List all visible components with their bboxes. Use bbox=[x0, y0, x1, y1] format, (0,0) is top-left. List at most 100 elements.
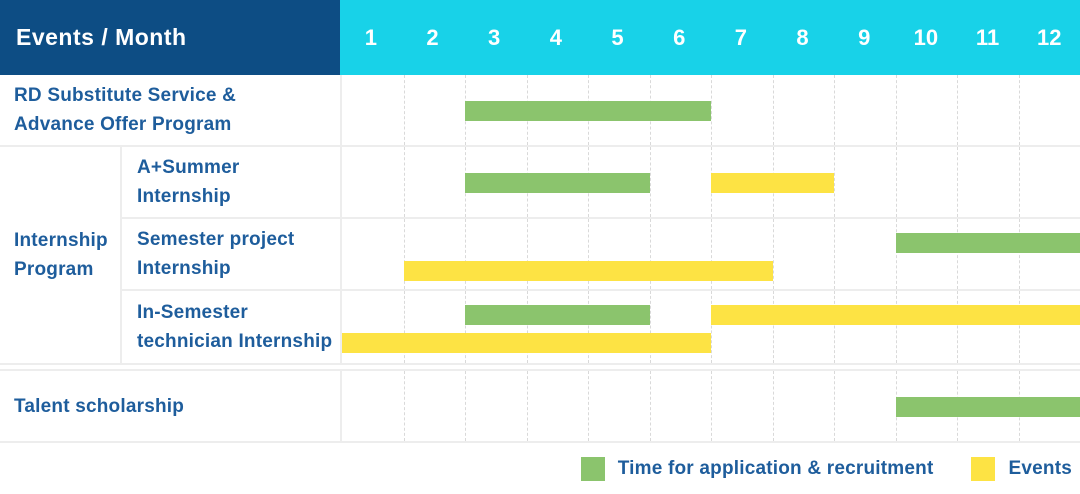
row-label-line: A+Summer bbox=[137, 157, 240, 178]
month-gridline bbox=[711, 371, 712, 441]
schedule-row: In-Semester technician Internship bbox=[122, 291, 1080, 363]
month-gridline bbox=[895, 75, 897, 145]
month-header-2: 2 bbox=[426, 24, 439, 50]
month-header-8: 8 bbox=[796, 24, 809, 50]
table-header: Events / Month 1 2 3 4 5 6 7 8 9 10 11 12 bbox=[0, 0, 1080, 75]
schedule-row: RD Substitute Service & Advance Offer Pro… bbox=[0, 75, 1080, 147]
row-label: Talent scholarship bbox=[0, 371, 340, 441]
month-gridline bbox=[834, 219, 835, 289]
month-header-12: 12 bbox=[1036, 24, 1062, 50]
row-label: A+Summer Internship bbox=[122, 147, 340, 217]
month-grid bbox=[340, 219, 1080, 289]
month-header-10: 10 bbox=[913, 24, 939, 50]
month-gridline bbox=[957, 75, 958, 145]
month-gridline bbox=[1018, 219, 1020, 289]
month-grid bbox=[340, 75, 1080, 145]
month-gridline bbox=[526, 291, 528, 363]
legend-item: Time for application & recruitment bbox=[580, 457, 934, 481]
table-body: RD Substitute Service & Advance Offer Pro… bbox=[0, 75, 1080, 443]
month-gridline bbox=[465, 291, 466, 363]
bar-green-m3-5 bbox=[465, 305, 650, 325]
month-gridline bbox=[649, 291, 651, 363]
group-label: Internship Program bbox=[0, 147, 120, 363]
legend: Time for application & recruitment Events bbox=[0, 443, 1080, 494]
month-gridline bbox=[957, 291, 958, 363]
month-grid bbox=[340, 371, 1080, 441]
month-gridline bbox=[649, 219, 651, 289]
month-gridline bbox=[834, 371, 835, 441]
legend-item: Events bbox=[971, 457, 1072, 481]
legend-label: Events bbox=[1008, 458, 1072, 479]
month-gridline bbox=[711, 75, 712, 145]
month-gridline bbox=[895, 147, 897, 217]
month-gridline bbox=[403, 147, 405, 217]
bar-yellow-m2-7 bbox=[403, 261, 773, 281]
month-gridline bbox=[526, 371, 528, 441]
header-title-cell: Events / Month bbox=[0, 0, 340, 75]
group-rows: A+Summer Internship Semester project Intern… bbox=[120, 147, 1080, 363]
month-gridline bbox=[834, 147, 835, 217]
month-gridline bbox=[526, 219, 528, 289]
bar-yellow-m1-6 bbox=[342, 333, 711, 353]
month-gridline bbox=[1018, 147, 1020, 217]
row-label-line: RD Substitute Service & bbox=[14, 85, 237, 106]
row-label: RD Substitute Service & Advance Offer Pro… bbox=[0, 75, 340, 145]
month-gridline bbox=[957, 219, 958, 289]
group-label-line: Internship bbox=[14, 230, 108, 251]
row-label-line: technician Internship bbox=[137, 331, 333, 352]
month-header-7: 7 bbox=[734, 24, 747, 50]
bar-green-m10-12 bbox=[895, 233, 1080, 253]
bar-green-m10-12 bbox=[895, 397, 1080, 417]
month-gridline bbox=[957, 147, 958, 217]
month-gridline bbox=[895, 291, 897, 363]
row-label: Semester project Internship bbox=[122, 219, 340, 289]
month-header-4: 4 bbox=[549, 24, 562, 50]
bar-yellow-m7-8 bbox=[711, 173, 834, 193]
month-gridline bbox=[1018, 75, 1020, 145]
row-label-line: In-Semester bbox=[137, 302, 248, 323]
bar-green-m3-6 bbox=[465, 101, 711, 121]
month-header-9: 9 bbox=[858, 24, 871, 50]
month-gridline bbox=[465, 371, 466, 441]
month-gridline bbox=[403, 291, 405, 363]
schedule-row: Talent scholarship bbox=[0, 369, 1080, 443]
month-gridline bbox=[772, 219, 774, 289]
legend-swatch-green bbox=[580, 457, 605, 481]
schedule-row: Semester project Internship bbox=[122, 219, 1080, 291]
row-label-line: Advance Offer Program bbox=[14, 114, 232, 135]
month-gridline bbox=[834, 75, 835, 145]
month-header-6: 6 bbox=[673, 24, 686, 50]
month-header-11: 11 bbox=[975, 24, 1000, 50]
month-grid bbox=[340, 147, 1080, 217]
row-label-line: Internship bbox=[137, 258, 231, 279]
month-header-3: 3 bbox=[488, 24, 501, 50]
month-gridline bbox=[895, 219, 897, 289]
month-gridline bbox=[588, 219, 589, 289]
legend-label: Time for application & recruitment bbox=[617, 458, 934, 479]
month-gridline bbox=[711, 219, 712, 289]
month-gridline bbox=[403, 219, 405, 289]
row-label: In-Semester technician Internship bbox=[122, 291, 340, 363]
month-header-row: 1 2 3 4 5 6 7 8 9 10 11 12 bbox=[340, 0, 1080, 75]
month-header-1: 1 bbox=[364, 24, 377, 50]
month-gridline bbox=[403, 371, 405, 441]
month-gridline bbox=[772, 371, 774, 441]
month-gridline bbox=[1018, 291, 1020, 363]
month-gridline bbox=[403, 75, 405, 145]
row-label-line: Semester project bbox=[137, 229, 295, 250]
month-gridline bbox=[772, 291, 774, 363]
month-gridline bbox=[649, 371, 651, 441]
month-gridline bbox=[465, 219, 466, 289]
month-gridline bbox=[711, 291, 712, 363]
row-label-line: Talent scholarship bbox=[14, 395, 185, 417]
month-gridline bbox=[834, 291, 835, 363]
month-header-5: 5 bbox=[611, 24, 624, 50]
row-label-line: Internship bbox=[137, 186, 231, 207]
schedule-row: A+Summer Internship bbox=[122, 147, 1080, 219]
group-label-line: Program bbox=[14, 259, 94, 280]
bar-green-m3-5 bbox=[465, 173, 650, 193]
month-gridline bbox=[649, 147, 651, 217]
month-grid bbox=[340, 291, 1080, 363]
month-gridline bbox=[772, 75, 774, 145]
